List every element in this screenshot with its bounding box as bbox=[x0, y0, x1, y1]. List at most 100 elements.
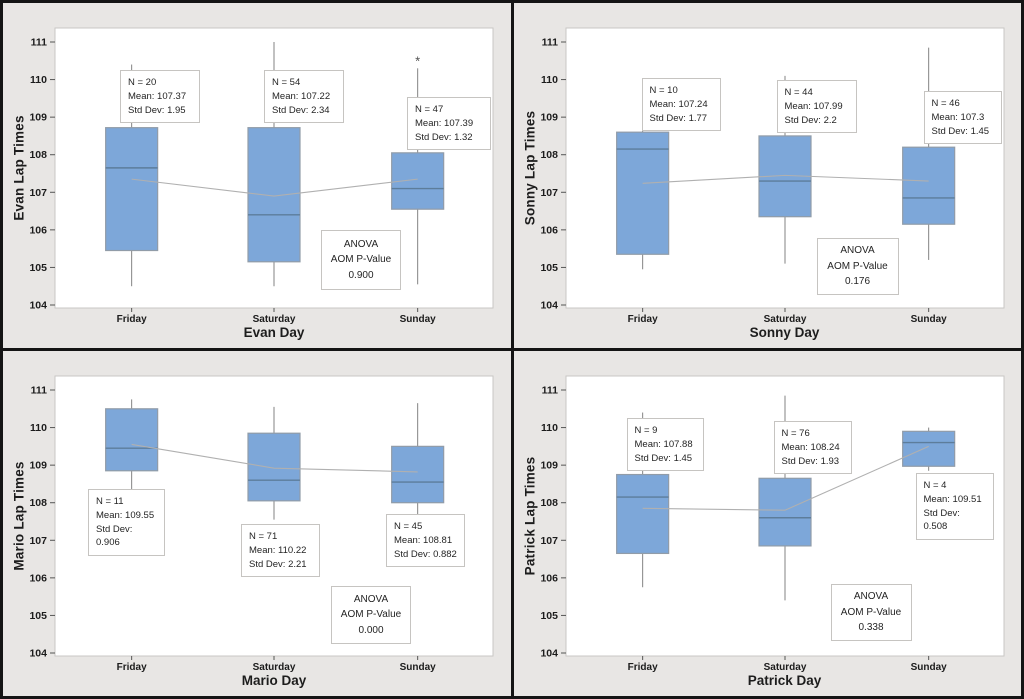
y-tick-label: 109 bbox=[540, 112, 558, 124]
stats-label: N = 47 Mean: 107.39 Std Dev: 1.32 bbox=[407, 97, 491, 151]
iqr-box bbox=[105, 127, 159, 252]
stats-label-line: Std Dev: 1.77 bbox=[649, 112, 708, 124]
iqr-box bbox=[615, 473, 669, 555]
mean-connector-line bbox=[642, 174, 929, 184]
stats-label: N = 10 Mean: 107.24 Std Dev: 1.77 bbox=[641, 78, 721, 132]
y-tick-label: 108 bbox=[540, 149, 558, 161]
stats-label-line: N = 46 bbox=[931, 98, 960, 109]
stats-label-line: Std Dev: 0.906 bbox=[96, 523, 133, 549]
anova-label-line: ANOVA bbox=[840, 245, 875, 257]
anova-label-line: ANOVA bbox=[853, 591, 889, 603]
y-tick-label: 110 bbox=[541, 74, 558, 86]
mean-connector-line bbox=[642, 445, 929, 511]
stats-label-line: Mean: 107.39 bbox=[415, 117, 474, 129]
anova-label-line: ANOVA bbox=[343, 238, 379, 250]
anova-label-line: 0.900 bbox=[348, 269, 374, 281]
stats-label: N = 11 Mean: 109.55 Std Dev: 0.906 bbox=[88, 489, 165, 557]
stats-label-line: Mean: 107.22 bbox=[272, 90, 331, 102]
iqr-box bbox=[247, 432, 301, 502]
anova-label: ANOVA AOM P-Value 0.176 bbox=[816, 238, 899, 295]
stats-label-line: Std Dev: 1.95 bbox=[128, 104, 186, 116]
y-tick-label: 105 bbox=[29, 610, 47, 622]
anova-label: ANOVA AOM P-Value 0.900 bbox=[321, 230, 401, 290]
anova-label-line: 0.000 bbox=[358, 624, 384, 636]
y-tick-label: 108 bbox=[540, 497, 558, 509]
stats-label-line: Std Dev: 2.21 bbox=[249, 558, 307, 570]
iqr-box bbox=[105, 408, 159, 472]
stats-label-line: Mean: 107.88 bbox=[634, 438, 693, 450]
y-tick-label: 104 bbox=[540, 300, 558, 312]
x-axis-title: Patrick Day bbox=[747, 673, 822, 688]
stats-label: N = 44 Mean: 107.99 Std Dev: 2.2 bbox=[776, 80, 857, 134]
y-tick-label: 108 bbox=[29, 497, 47, 509]
y-tick-label: 107 bbox=[540, 187, 558, 199]
stats-label-line: Mean: 107.3 bbox=[931, 111, 985, 123]
boxplot-mario: 111 110 109 108 107 106 105 104 Friday Saturday Su… bbox=[3, 351, 511, 696]
category-label: Sunday bbox=[910, 662, 947, 673]
boxplot-evan: 111 110 109 108 107 106 105 104 Friday Saturday Su… bbox=[3, 3, 511, 348]
y-tick-label: 111 bbox=[541, 37, 558, 49]
category-label: Friday bbox=[627, 662, 657, 673]
boxplot-svg: 111 110 109 108 107 106 105 104 Friday Saturday Su… bbox=[540, 27, 1004, 325]
y-tick-label: 109 bbox=[29, 460, 47, 472]
y-tick-label: 106 bbox=[29, 572, 47, 584]
stats-label-line: N = 10 bbox=[649, 85, 678, 96]
stats-label: N = 9 Mean: 107.88 Std Dev: 1.45 bbox=[626, 418, 704, 472]
y-tick-label: 106 bbox=[540, 572, 558, 584]
iqr-box bbox=[757, 477, 812, 547]
anova-label-line: AOM P-Value bbox=[827, 260, 888, 272]
stats-label-line: Mean: 109.51 bbox=[923, 493, 982, 505]
stats-label-line: N = 9 bbox=[634, 425, 658, 436]
y-axis-title: Mario Lap Times bbox=[11, 461, 27, 571]
stats-label-line: Std Dev: 0.508 bbox=[923, 507, 960, 533]
stats-label-line: N = 47 bbox=[415, 104, 444, 115]
category-label: Saturday bbox=[253, 314, 296, 325]
y-axis-title: Evan Lap Times bbox=[11, 115, 27, 221]
stats-label-line: N = 76 bbox=[781, 428, 810, 439]
iqr-box bbox=[247, 127, 301, 263]
stats-label-line: Std Dev: 1.32 bbox=[415, 131, 473, 143]
y-tick-label: 104 bbox=[540, 648, 558, 660]
y-tick-label: 107 bbox=[29, 187, 47, 199]
stats-label-line: Mean: 108.24 bbox=[781, 441, 840, 453]
stats-label-line: Std Dev: 0.882 bbox=[394, 548, 457, 560]
stats-label: N = 71 Mean: 110.22 Std Dev: 2.21 bbox=[241, 524, 320, 578]
y-tick-label: 110 bbox=[30, 74, 47, 86]
stats-label-line: Std Dev: 1.45 bbox=[634, 452, 693, 464]
y-tick-label: 108 bbox=[29, 149, 47, 161]
panel-evan: 111 110 109 108 107 106 105 104 Friday Saturday Su… bbox=[3, 3, 511, 348]
stats-label-line: N = 44 bbox=[784, 87, 813, 98]
y-tick-label: 111 bbox=[31, 385, 48, 397]
category-label: Friday bbox=[117, 314, 147, 325]
y-tick-label: 110 bbox=[541, 422, 558, 434]
stats-label-line: N = 54 bbox=[272, 77, 301, 88]
panel-sonny: 111 110 109 108 107 106 105 104 Friday Saturday Su… bbox=[513, 3, 1022, 348]
stats-label: N = 4 Mean: 109.51 Std Dev: 0.508 bbox=[915, 473, 994, 541]
y-tick-label: 111 bbox=[31, 37, 48, 49]
stats-label-line: Std Dev: 2.2 bbox=[784, 114, 837, 126]
iqr-box bbox=[901, 430, 955, 467]
stats-label-line: Mean: 110.22 bbox=[249, 544, 307, 556]
category-label: Saturday bbox=[763, 314, 806, 325]
anova-label-line: AOM P-Value bbox=[340, 609, 402, 621]
stats-label-line: Std Dev: 1.45 bbox=[931, 125, 990, 137]
stats-label-line: Std Dev: 1.93 bbox=[781, 455, 840, 467]
stats-label-line: N = 20 bbox=[128, 77, 157, 88]
outlier-star: * bbox=[415, 53, 420, 68]
iqr-box bbox=[901, 146, 955, 225]
x-axis-title: Sonny Day bbox=[749, 325, 820, 340]
y-tick-label: 105 bbox=[29, 262, 47, 274]
anova-label-line: 0.176 bbox=[844, 276, 871, 288]
boxplot-sonny: 111 110 109 108 107 106 105 104 Friday Saturday Su… bbox=[514, 3, 1022, 348]
anova-label: ANOVA AOM P-Value 0.000 bbox=[331, 586, 411, 644]
y-tick-label: 107 bbox=[29, 535, 47, 547]
anova-label-line: ANOVA bbox=[353, 593, 389, 605]
category-label: Sunday bbox=[910, 314, 947, 325]
y-tick-label: 105 bbox=[540, 610, 558, 622]
stats-label-line: N = 45 bbox=[394, 521, 423, 532]
y-tick-label: 109 bbox=[29, 112, 47, 124]
panel-mario: 111 110 109 108 107 106 105 104 Friday Saturday Su… bbox=[3, 351, 511, 696]
y-tick-label: 104 bbox=[29, 300, 47, 312]
stats-label: N = 76 Mean: 108.24 Std Dev: 1.93 bbox=[773, 421, 852, 475]
